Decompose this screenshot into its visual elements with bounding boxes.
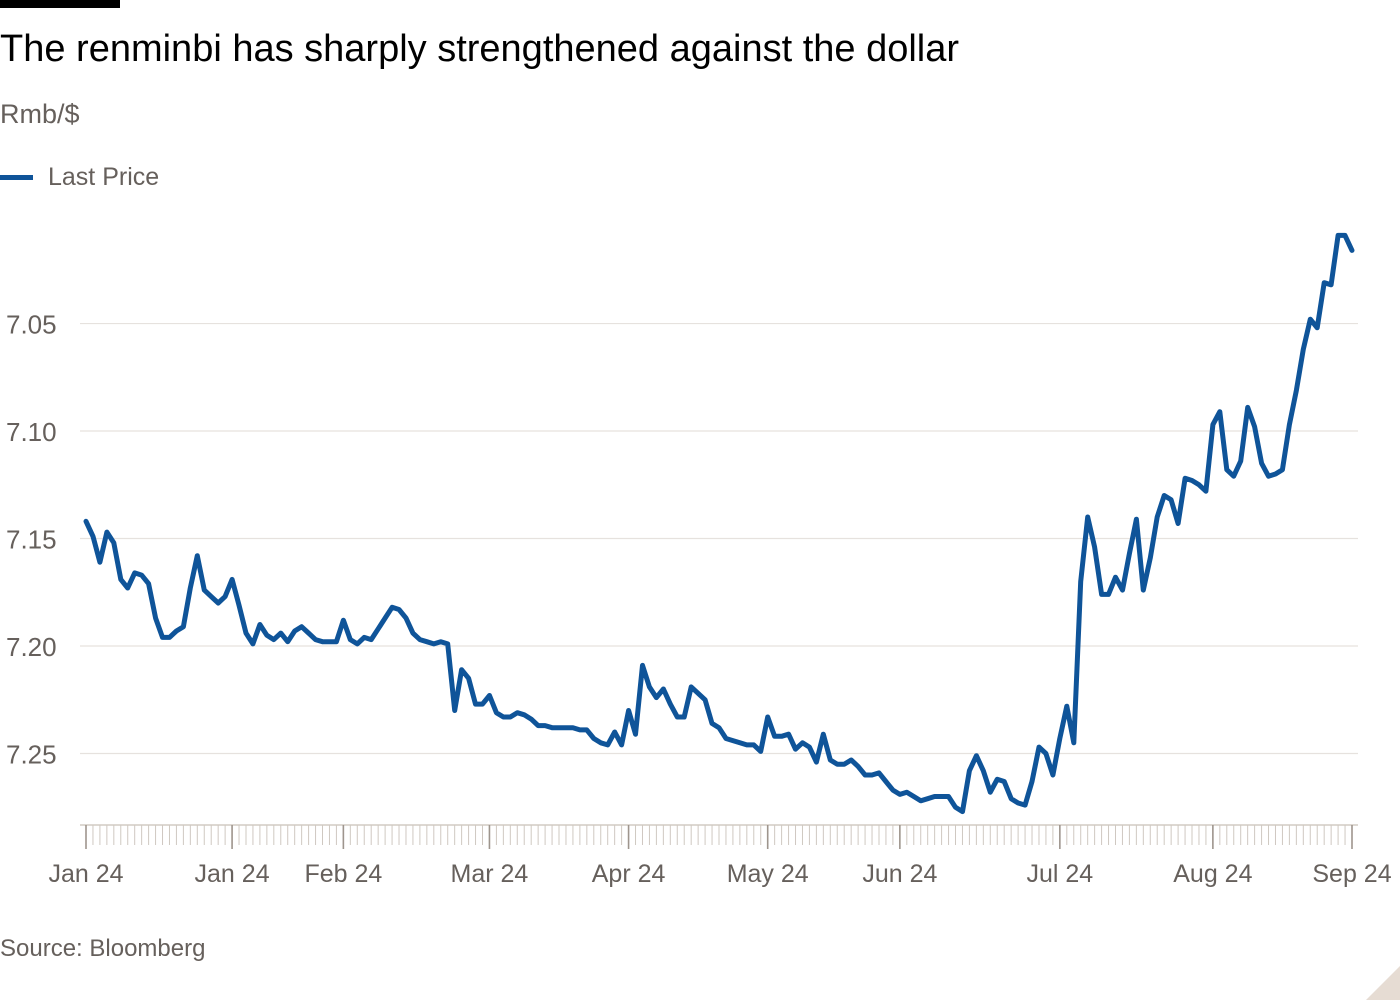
x-tick-label: May 24: [727, 860, 809, 888]
legend-swatch: [0, 174, 33, 180]
legend-label: Last Price: [48, 162, 160, 191]
chart-subtitle: Rmb/$: [0, 99, 80, 129]
x-tick-label: Jul 24: [1026, 860, 1093, 888]
corner-mark: [1366, 966, 1400, 1000]
gridlines: [80, 322, 1358, 755]
x-tick-label: Jun 24: [862, 860, 937, 888]
y-axis-labels: 7.05 7.10 7.15 7.20 7.25: [6, 310, 57, 770]
x-tick-label: Feb 24: [304, 860, 382, 888]
y-tick-label: 7.20: [6, 632, 57, 662]
y-tick-label: 7.15: [6, 525, 57, 555]
y-tick-label: 7.10: [6, 417, 57, 447]
x-tick-label: Apr 24: [592, 860, 666, 888]
brand-top-bar: [0, 0, 120, 8]
y-tick-label: 7.05: [6, 310, 57, 340]
series-layer: [83, 232, 1355, 815]
x-tick-label: Mar 24: [451, 860, 529, 888]
legend: Last Price: [0, 160, 159, 194]
x-tick-label: Jan 24: [195, 860, 270, 888]
chart-title: The renminbi has sharply strengthened ag…: [0, 28, 960, 70]
source-note: Source: Bloomberg: [0, 935, 206, 962]
x-tick-label: Sep 24: [1312, 860, 1391, 888]
x-axis: Jan 24 Jan 24 Feb 24 Mar 24 Apr 24 May 24 Jun …: [48, 824, 1392, 888]
x-tick-label: Aug 24: [1173, 860, 1252, 888]
x-tick-label: Jan 24: [48, 860, 123, 888]
series-line-last-price: [83, 232, 1355, 815]
y-tick-label: 7.25: [6, 740, 57, 770]
